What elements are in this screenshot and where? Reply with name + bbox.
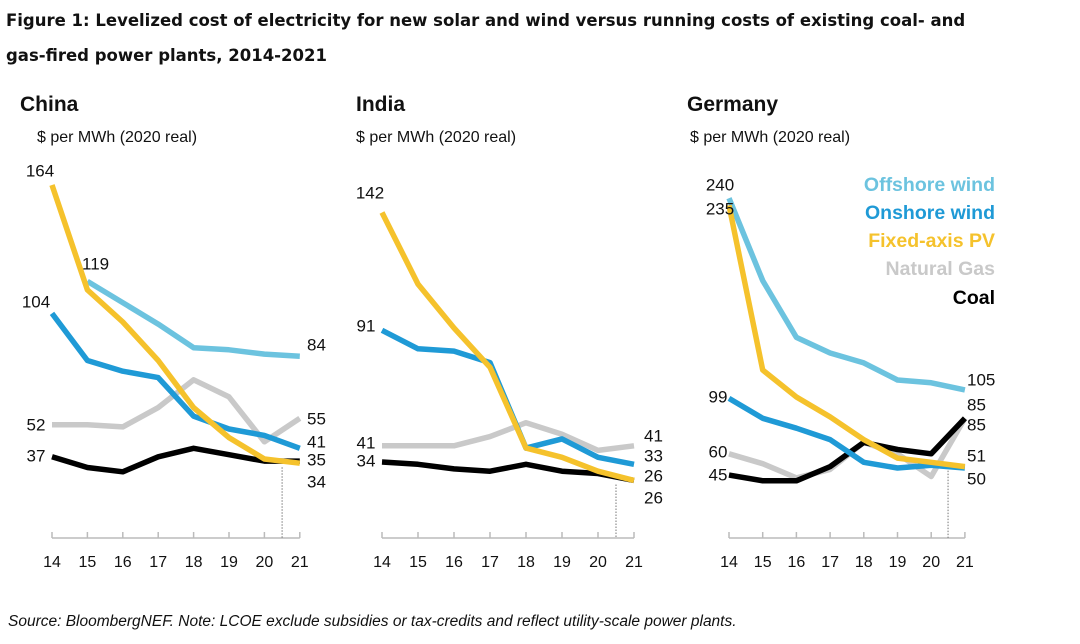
data-label: 26 xyxy=(644,466,663,485)
legend-coal: Coal xyxy=(953,287,995,309)
x-tick-label: 19 xyxy=(220,554,238,571)
data-label: 34 xyxy=(307,472,326,491)
legend-offshore-wind: Offshore wind xyxy=(864,174,995,196)
x-tick-label: 21 xyxy=(956,554,974,571)
x-tick-label: 20 xyxy=(922,554,940,571)
series-line-coal xyxy=(728,416,967,484)
x-tick-label: 18 xyxy=(517,554,535,571)
x-tick-label: 17 xyxy=(481,554,499,571)
data-label: 41 xyxy=(357,433,376,452)
legend: Offshore wind Onshore wind Fixed-axis PV… xyxy=(864,174,995,309)
panel-title-china: China xyxy=(20,93,79,116)
data-label: 35 xyxy=(307,450,326,469)
x-tick-label: 19 xyxy=(889,554,907,571)
data-label: 60 xyxy=(709,442,728,461)
x-tick-label: 14 xyxy=(373,554,391,571)
data-label: 52 xyxy=(27,415,46,434)
data-label: 51 xyxy=(967,446,986,465)
data-label: 26 xyxy=(644,488,663,507)
data-label: 33 xyxy=(644,446,663,465)
x-tick-label: 17 xyxy=(821,554,839,571)
series-line-onshore-wind xyxy=(49,311,301,451)
data-label: 104 xyxy=(22,292,50,311)
data-label: 45 xyxy=(709,465,728,484)
source-note: Source: BloombergNEF. Note: LCOE exclude… xyxy=(8,613,737,630)
series-line-offshore-wind xyxy=(85,278,300,359)
panel-unit-germany: $ per MWh (2020 real) xyxy=(690,129,850,146)
x-tick-label: 19 xyxy=(553,554,571,571)
series-line-onshore-wind xyxy=(727,396,966,471)
x-tick-label: 17 xyxy=(149,554,167,571)
series-line-coal xyxy=(381,459,635,484)
data-label: 41 xyxy=(307,432,326,451)
series-line-natural-gas xyxy=(382,419,635,454)
x-tick-label: 16 xyxy=(788,554,806,571)
data-label: 142 xyxy=(356,183,384,202)
panel-title-germany: Germany xyxy=(687,93,778,116)
panel-unit-india: $ per MWh (2020 real) xyxy=(356,129,516,146)
x-tick-label: 14 xyxy=(43,554,61,571)
x-tick-label: 15 xyxy=(754,554,772,571)
legend-natural-gas: Natural Gas xyxy=(886,258,996,280)
series-line-coal xyxy=(51,445,300,475)
data-label: 85 xyxy=(967,395,986,414)
data-label: 235 xyxy=(706,199,734,218)
x-tick-label: 20 xyxy=(589,554,607,571)
data-label: 37 xyxy=(27,446,46,465)
x-tick-label: 14 xyxy=(720,554,738,571)
x-tick-label: 21 xyxy=(291,554,309,571)
series-line-fixed-axis-pv xyxy=(379,211,635,484)
series-line-fixed-axis-pv xyxy=(726,204,966,470)
series-line-offshore-wind xyxy=(726,197,966,393)
x-tick-label: 21 xyxy=(625,554,643,571)
data-label: 91 xyxy=(357,316,376,335)
data-label: 99 xyxy=(709,387,728,406)
legend-fixed-axis-pv: Fixed-axis PV xyxy=(868,230,995,252)
data-label: 34 xyxy=(357,451,376,470)
x-tick-label: 15 xyxy=(409,554,427,571)
x-tick-label: 18 xyxy=(855,554,873,571)
data-label: 119 xyxy=(82,254,109,273)
legend-onshore-wind: Onshore wind xyxy=(865,202,995,224)
data-label: 50 xyxy=(967,469,986,488)
data-label: 84 xyxy=(307,335,326,354)
x-tick-label: 16 xyxy=(445,554,463,571)
x-tick-label: 16 xyxy=(114,554,132,571)
series-line-fixed-axis-pv xyxy=(49,184,301,466)
x-tick-label: 15 xyxy=(79,554,97,571)
data-label: 41 xyxy=(644,426,663,445)
figure-title-line-2: gas-fired power plants, 2014-2021 xyxy=(6,46,327,65)
figure-title-line-1: Figure 1: Levelized cost of electricity … xyxy=(6,11,965,30)
data-label: 240 xyxy=(706,175,734,194)
data-label: 55 xyxy=(307,409,326,428)
data-label: 85 xyxy=(967,415,986,434)
x-tick-label: 18 xyxy=(185,554,203,571)
panel-unit-china: $ per MWh (2020 real) xyxy=(37,129,197,146)
data-label: 105 xyxy=(967,370,995,389)
panel-title-india: India xyxy=(356,93,405,116)
x-tick-label: 20 xyxy=(256,554,274,571)
data-label: 164 xyxy=(26,161,54,180)
